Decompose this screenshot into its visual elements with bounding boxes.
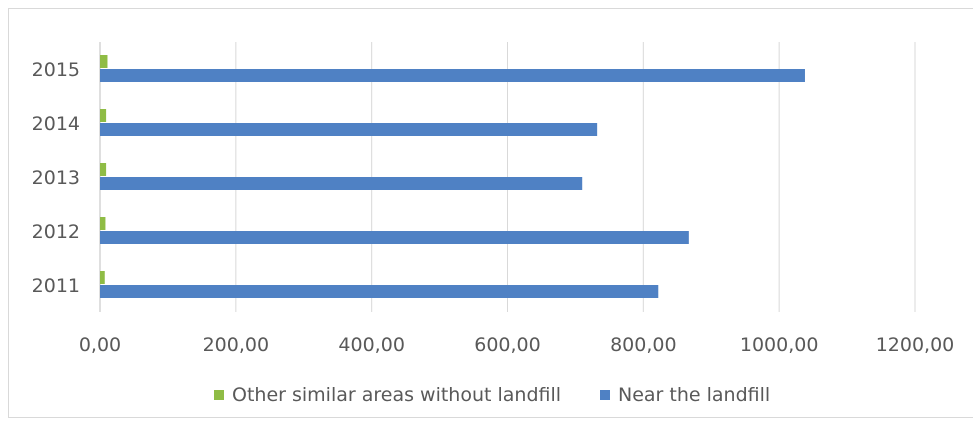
bar-near-landfill-2012 (100, 231, 689, 244)
y-tick-label: 2015 (32, 59, 80, 81)
y-tick-label: 2014 (32, 113, 80, 135)
y-tick-label: 2013 (32, 167, 80, 189)
y-axis-ticks: 2011 2012 2013 2014 2015 (32, 59, 80, 297)
y-tick-label: 2012 (32, 221, 80, 243)
bar-near-landfill-2014 (100, 123, 598, 136)
bar-other-areas-2012 (100, 217, 106, 230)
x-tick-label: 200,00 (203, 334, 269, 356)
legend-label: Other similar areas without landfill (232, 384, 561, 406)
x-tick-label: 1200,00 (876, 334, 955, 356)
bar-near-landfill-2015 (100, 69, 805, 82)
x-tick-label: 400,00 (338, 334, 404, 356)
chart-frame (8, 8, 973, 418)
y-tick-label: 2011 (32, 275, 80, 297)
bars (100, 55, 805, 298)
bar-near-landfill-2011 (100, 285, 659, 298)
bar-other-areas-2013 (100, 163, 107, 176)
legend-swatch (600, 390, 610, 400)
x-tick-label: 800,00 (610, 334, 676, 356)
x-tick-label: 0,00 (79, 334, 121, 356)
bar-other-areas-2015 (100, 55, 108, 68)
legend-label: Near the landfill (618, 384, 770, 406)
x-tick-label: 600,00 (474, 334, 540, 356)
legend-swatch (214, 390, 224, 400)
bar-other-areas-2011 (100, 271, 105, 284)
legend: Other similar areas without landfill Near… (214, 384, 770, 406)
x-tick-label: 1000,00 (740, 334, 819, 356)
x-axis-ticks: 0,00 200,00 400,00 600,00 800,00 1000,00 1200,… (79, 334, 954, 356)
bar-near-landfill-2013 (100, 177, 583, 190)
bar-other-areas-2014 (100, 109, 107, 122)
